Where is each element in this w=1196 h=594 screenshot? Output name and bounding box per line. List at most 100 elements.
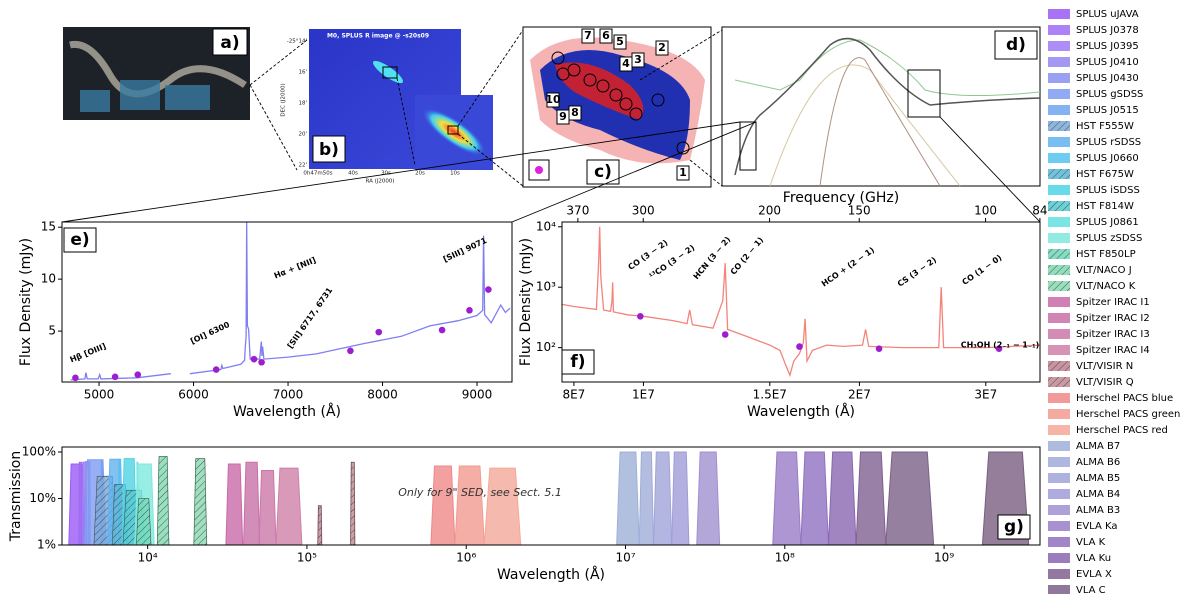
legend-label: SPLUS J0410 [1076, 57, 1139, 68]
y-tick-label: 10 [41, 272, 56, 286]
legend-label: SPLUS rSDSS [1076, 137, 1141, 148]
legend-label: Spitzer IRAC I4 [1076, 345, 1150, 356]
legend-swatch [1048, 345, 1070, 355]
photometry-point [134, 371, 142, 379]
legend-label: EVLA Ka [1076, 521, 1118, 532]
filter-curve [243, 461, 261, 545]
line-annotation: HCO + (2 − 1) [820, 245, 876, 288]
tick-label: 30s [381, 171, 391, 177]
panel-label: e) [70, 230, 89, 250]
hatch [1048, 201, 1070, 211]
filter-curve [696, 451, 721, 545]
legend-swatch [1048, 441, 1070, 451]
label-box [994, 30, 1038, 60]
region-label: 10 [545, 93, 561, 106]
legend-label: SPLUS J0861 [1076, 217, 1139, 228]
legend-label: Spitzer IRAC I3 [1076, 329, 1150, 340]
label-box [997, 514, 1031, 540]
x2-tick-label: 370 [566, 204, 589, 218]
y-axis-label: Flux Density (mJy) [518, 238, 534, 366]
hatch [1048, 377, 1070, 387]
tick-label: 10s [450, 171, 460, 177]
legend-label: SPLUS J0430 [1076, 73, 1139, 84]
legend-label: HST F814W [1076, 201, 1134, 212]
tick-label: -25°14' [287, 39, 307, 45]
tick-label: 40s [348, 171, 358, 177]
y-tick-label: 10² [536, 340, 556, 354]
x-tick-label: 8E7 [562, 388, 585, 402]
legend-label: SPLUS J0660 [1076, 153, 1139, 164]
connectors [61, 29, 1041, 223]
plot-area [70, 222, 511, 382]
photometry-point [875, 345, 883, 353]
sed-curve [734, 39, 1041, 97]
line-annotation: CS (3 − 2) [896, 255, 938, 288]
filter-curve [671, 451, 690, 545]
legend-swatch [1048, 9, 1070, 19]
legend-label: ALMA B4 [1076, 489, 1120, 500]
hatch [1048, 169, 1070, 179]
aperture [596, 79, 610, 93]
x-tick-label: 9000 [462, 388, 493, 402]
x-tick-label: 8000 [367, 388, 398, 402]
legend-label: Herschel PACS green [1076, 409, 1180, 420]
aperture [609, 88, 623, 102]
x-axis-label: Wavelength (Å) [747, 403, 855, 420]
region-box [556, 109, 570, 125]
legend-swatch [1048, 473, 1070, 483]
x-tick-label: 10⁷ [615, 551, 635, 565]
y-tick-label: 1% [37, 538, 56, 552]
x-axis-label: Wavelength (Å) [233, 403, 341, 420]
legend-label: SPLUS J0395 [1076, 41, 1139, 52]
region-label: 3 [634, 53, 642, 66]
legend-label: SPLUS uJAVA [1076, 9, 1139, 20]
connector [249, 39, 308, 86]
label-box [312, 135, 346, 163]
image-title: M0, SPLUS R image @ -s20s09 [327, 33, 429, 40]
legend-swatch [1048, 329, 1070, 339]
legend-swatch [1048, 457, 1070, 467]
x-axis-label: Wavelength (Å) [497, 566, 605, 583]
line-annotation: Hα + [NII] [273, 256, 318, 281]
aperture [551, 51, 565, 65]
legend-label: Spitzer IRAC I2 [1076, 313, 1150, 324]
panel-d: d) [721, 26, 1041, 187]
spectrum [562, 226, 1040, 378]
y-tick-label: 5 [48, 324, 56, 338]
legend-swatch [1048, 57, 1070, 67]
legend-label: SPLUS J0515 [1076, 105, 1139, 116]
panel-label: a) [220, 33, 239, 53]
aperture [629, 107, 643, 121]
y-tick-label: 10% [29, 491, 56, 505]
sed-frame [721, 26, 1041, 187]
photometry-point [438, 326, 446, 334]
field [80, 90, 110, 112]
sed-curve [769, 64, 961, 187]
panel-label: c) [594, 162, 612, 182]
aperture [567, 63, 581, 77]
panel-label: d) [1006, 35, 1026, 55]
connector [457, 133, 524, 187]
filter-curve [81, 461, 85, 545]
photometry-point [485, 286, 492, 293]
region-box [655, 40, 669, 56]
plot-area [68, 451, 1030, 545]
filter-curve [800, 451, 829, 545]
aperture [619, 97, 633, 111]
connector [511, 121, 757, 223]
x2-tick-label: 300 [632, 204, 655, 218]
legend-swatch [1048, 585, 1070, 594]
legend-swatch [1048, 41, 1070, 51]
zoom-box [447, 125, 459, 135]
y-axis-label: Flux Density (mJy) [18, 238, 34, 366]
legend-label: Spitzer IRAC I1 [1076, 297, 1150, 308]
legend-swatch [1048, 569, 1070, 579]
legend-label: ALMA B3 [1076, 505, 1120, 516]
legend-label: VLA C [1076, 585, 1106, 594]
line-annotation: Hβ [OIII] [69, 342, 108, 365]
hatch [1048, 249, 1070, 259]
filter-curve [827, 451, 857, 545]
hatch [157, 456, 170, 545]
y-axis-label: Transmission [8, 451, 24, 542]
